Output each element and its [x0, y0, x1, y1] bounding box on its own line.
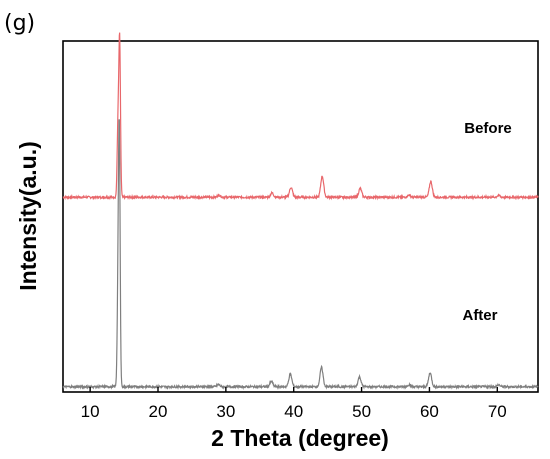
x-tick-label: 30: [216, 402, 235, 421]
x-tick-label: 10: [81, 402, 100, 421]
x-tick-label: 20: [149, 402, 168, 421]
y-axis-title: Intensity(a.u.): [15, 141, 41, 291]
series-line-before: [62, 32, 539, 201]
x-tick-label: 70: [488, 402, 507, 421]
x-axis-title: 2 Theta (degree): [211, 425, 389, 451]
x-tick-label: 50: [352, 402, 371, 421]
x-axis-ticks: 10 20 30 40 50 60 70: [81, 387, 507, 421]
plot-frame: [62, 40, 539, 393]
series-line-after: [62, 119, 539, 391]
series-label-before: Before: [464, 120, 512, 137]
series-labels: Before After: [462, 120, 511, 324]
x-tick-label: 40: [284, 402, 303, 421]
panel-label: (g): [4, 11, 35, 36]
x-tick-label: 60: [420, 402, 439, 421]
series-label-after: After: [462, 307, 497, 324]
series-layer: [62, 32, 539, 391]
